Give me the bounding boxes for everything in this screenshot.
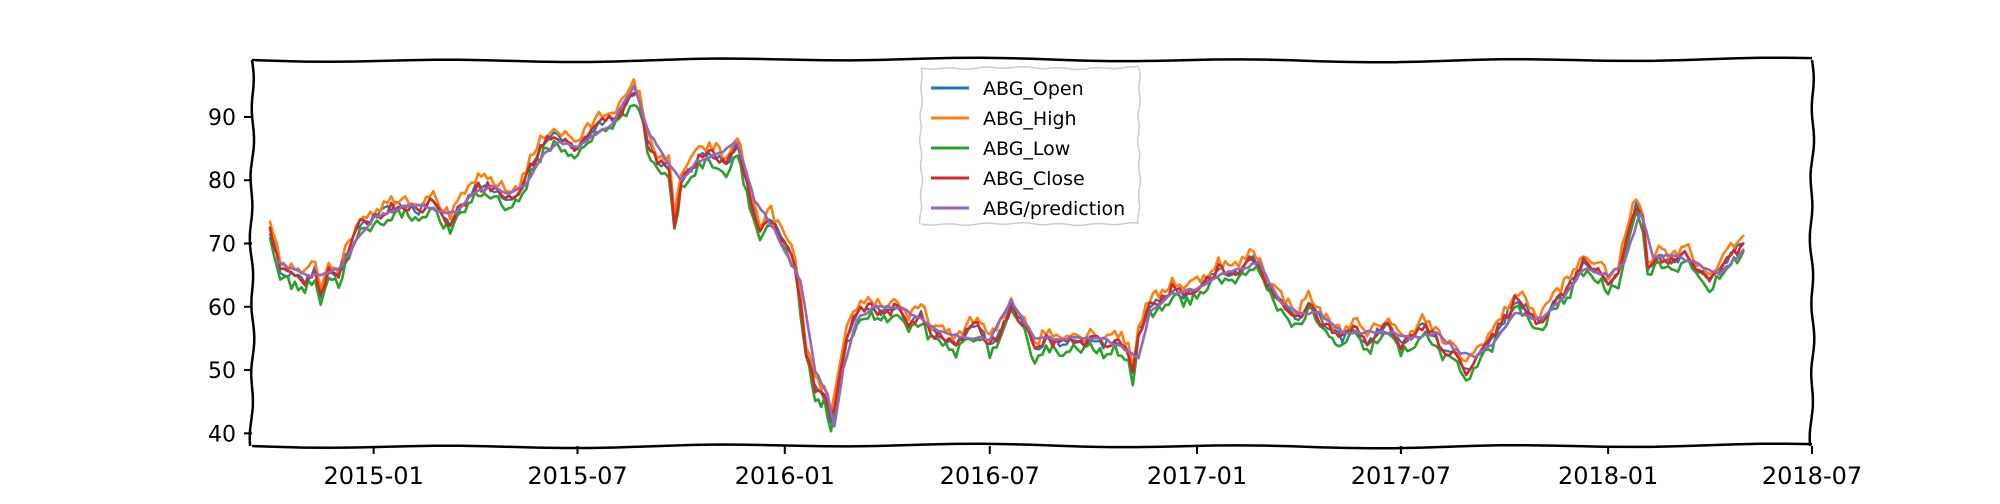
x-tick-label: 2015-01 <box>324 462 424 490</box>
x-tick-label: 2017-01 <box>1147 462 1247 490</box>
y-tick-label: 50 <box>208 359 236 384</box>
x-tick-label: 2016-07 <box>940 462 1040 490</box>
legend-label: ABG_Close <box>983 168 1085 190</box>
legend-label: ABG_High <box>983 108 1077 130</box>
series-layer <box>268 78 1745 433</box>
legend-label: ABG/prediction <box>983 198 1125 220</box>
frame-right <box>1808 59 1816 447</box>
legend-label: ABG_Open <box>983 78 1084 100</box>
legend-box <box>918 65 1142 227</box>
y-tick-label: 40 <box>208 422 236 447</box>
legend-background <box>922 69 1138 223</box>
series-line-abg-prediction <box>276 84 1745 428</box>
legend: ABG_Open ABG_High ABG_Low ABG_Close ABG/pred… <box>918 65 1142 227</box>
frame-bottom <box>251 442 1813 450</box>
plot-frame <box>248 56 1816 450</box>
y-tick-label: 80 <box>208 169 236 194</box>
x-tick-label: 2017-07 <box>1351 462 1451 490</box>
x-tick-label: 2018-07 <box>1762 462 1862 490</box>
series-line-abg-close <box>268 91 1745 420</box>
x-tick-label: 2015-07 <box>527 462 627 490</box>
y-tick-label: 70 <box>208 233 236 258</box>
x-axis: 2015-01 2015-07 2016-01 2016-07 2017-01 2017-… <box>324 446 1862 490</box>
y-tick-label: 60 <box>208 296 236 321</box>
y-axis: 40 50 60 70 80 90 <box>208 106 252 447</box>
y-tick-label: 90 <box>208 106 236 131</box>
frame-left <box>248 59 256 447</box>
x-tick-label: 2018-01 <box>1558 462 1658 490</box>
x-tick-label: 2016-01 <box>735 462 835 490</box>
frame-top <box>251 56 1813 64</box>
legend-label: ABG_Low <box>983 138 1070 160</box>
series-line-abg-high <box>268 78 1745 415</box>
series-line-abg-low <box>268 103 1745 433</box>
